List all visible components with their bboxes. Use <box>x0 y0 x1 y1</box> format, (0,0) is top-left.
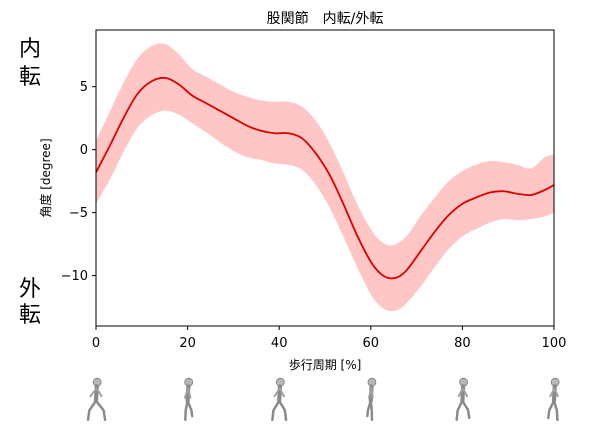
y-tick-label-0: 0 <box>80 143 88 158</box>
walker-80 <box>455 377 471 422</box>
adduction-label-char-1: 内 <box>19 37 41 62</box>
walker-0 <box>86 377 107 422</box>
walker-100 <box>547 377 560 422</box>
x-tick-label-40: 40 <box>271 336 288 351</box>
y-tick-label-5: 5 <box>80 80 88 95</box>
confidence-band <box>96 43 554 312</box>
x-tick-label-60: 60 <box>363 336 380 351</box>
adduction-label-char-2: 転 <box>19 65 41 90</box>
plot-frame <box>95 29 555 327</box>
x-tick-label-100: 100 <box>542 336 567 351</box>
x-tick-label-0: 0 <box>92 336 100 351</box>
y-tick-label--5: −5 <box>69 206 88 221</box>
abduction-label-char-1: 外 <box>19 277 41 302</box>
x-axis-ticks: 0 20 40 60 80 100 <box>92 326 567 351</box>
walker-40 <box>271 377 288 422</box>
y-axis-ticks: −10 −5 0 5 <box>61 80 96 284</box>
walker-60 <box>366 377 377 422</box>
gait-figures <box>86 377 560 422</box>
x-tick-label-20: 20 <box>179 336 196 351</box>
chart-title: 股関節 内転/外転 <box>267 10 384 27</box>
walker-20 <box>183 377 194 422</box>
y-tick-label--10: −10 <box>61 269 88 284</box>
x-axis-label: 歩行周期 [%] <box>289 357 362 372</box>
abduction-label-char-2: 転 <box>19 303 41 328</box>
mean-line <box>95 76 555 280</box>
y-axis-label: 角度 [degree] <box>38 138 53 217</box>
x-tick-label-80: 80 <box>454 336 471 351</box>
